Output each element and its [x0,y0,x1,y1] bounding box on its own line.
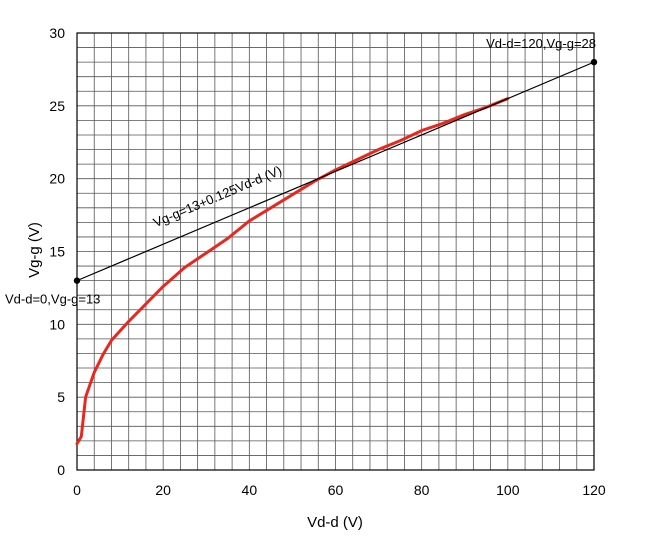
x-tick-label: 20 [155,482,171,498]
plot-frame [76,32,595,471]
y-tick-label: 15 [49,244,65,260]
y-tick-label: 25 [49,98,65,114]
y-tick-label: 5 [57,389,65,405]
x-tick-label: 40 [242,482,258,498]
series-line-fit [76,61,595,282]
series-layer [75,61,595,446]
data-point-label: Vd-d=120,Vg-g=28 [486,36,596,51]
x-tick-label: 80 [414,482,430,498]
tick-labels: 0 20 40 60 80 100 120 0 5 10 15 20 25 30 [49,25,605,498]
y-tick-label: 30 [49,25,65,41]
grid [76,32,595,471]
x-tick-label: 60 [328,482,344,498]
y-tick-label: 0 [57,462,65,478]
data-point [73,277,81,284]
data-point-label: Vd-d=0,Vg-g=13 [5,292,100,307]
fit-line-annotation: Vg-g=13+0.125Vd-d (V) [151,163,284,231]
x-axis-label: Vd-d (V) [307,514,363,531]
series-line-measured [75,97,510,446]
data-point [590,58,598,66]
y-tick-label: 10 [49,316,65,332]
y-tick-label: 20 [49,171,65,187]
y-axis-label: Vg-g (V) [26,222,43,278]
x-tick-label: 100 [496,482,520,498]
x-tick-label: 0 [73,482,81,498]
x-tick-label: 120 [582,482,606,498]
